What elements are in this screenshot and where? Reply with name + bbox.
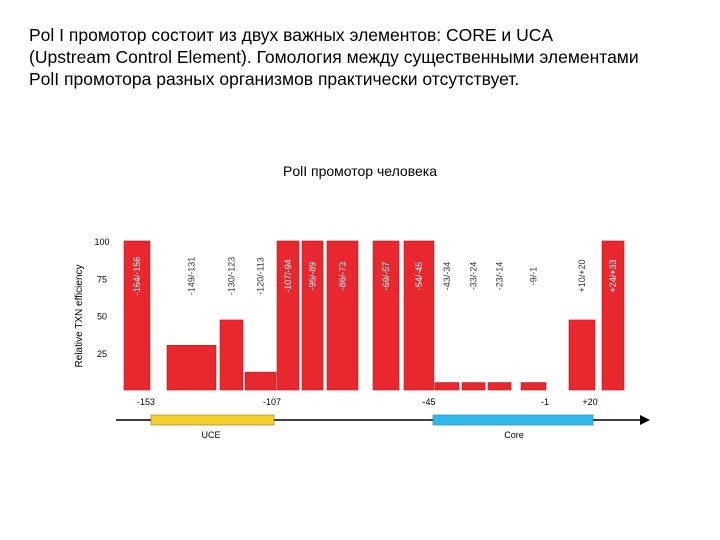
bar-label: -86/-73: [338, 262, 348, 291]
y-tick-label: 25: [97, 349, 107, 359]
bar-label: -164/-156: [132, 257, 142, 296]
bar: [301, 240, 324, 391]
bar-label: -107/-94: [283, 259, 293, 293]
bar-label: -120/-113: [256, 257, 266, 295]
bar: [244, 371, 277, 391]
bar-label: -33/-24: [469, 262, 479, 291]
bar-label: -9/-1: [529, 267, 539, 286]
bar: [276, 240, 300, 391]
bar: [487, 382, 512, 391]
bar: [166, 344, 217, 391]
core-box: [432, 414, 594, 426]
y-tick-label: 50: [97, 312, 107, 322]
position-label: +20: [582, 397, 597, 407]
bar-label: +10/+20: [577, 259, 587, 292]
bar: [520, 382, 547, 391]
bar-label: -69/-57: [381, 262, 391, 291]
bar-label: -43/-34: [442, 262, 452, 291]
bar-label: -149/-131: [187, 257, 197, 296]
position-label: -1: [541, 397, 549, 407]
bar: [601, 240, 625, 391]
intro-line-2: (Upstream Control Element). Гомология ме…: [29, 47, 639, 67]
bar: [568, 319, 596, 391]
y-axis-title: Relative TXN efficiency: [74, 264, 85, 367]
intro-line-3: PolI промотора разных организмов практич…: [29, 69, 520, 89]
bar-label: -95/-89: [308, 262, 318, 291]
bar-label: +24/+33: [608, 259, 618, 292]
position-label: -45: [422, 397, 435, 407]
bar: [372, 240, 400, 391]
bar: [461, 382, 486, 391]
bar: [219, 319, 244, 391]
intro-line-1: Pol I промотор состоит из двух важных эл…: [29, 25, 554, 45]
bar-label: -23/-14: [495, 262, 505, 291]
bar: [326, 240, 359, 391]
bar: [403, 240, 435, 391]
bar: [434, 382, 460, 391]
uce-box: [150, 414, 275, 426]
uce-label: UCE: [201, 430, 220, 440]
position-label: -153: [137, 397, 155, 407]
bar-label: -130/-123: [227, 257, 237, 296]
core-label: Core: [504, 430, 524, 440]
bar-label: -54/-45: [414, 262, 424, 291]
y-tick-label: 75: [97, 274, 107, 284]
chart-title: PolI промотор человека: [283, 163, 437, 179]
y-tick-label: 100: [94, 237, 109, 247]
intro-text: Pol I промотор состоит из двух важных эл…: [29, 24, 699, 90]
position-label: -107: [263, 397, 281, 407]
bar: [123, 240, 151, 391]
